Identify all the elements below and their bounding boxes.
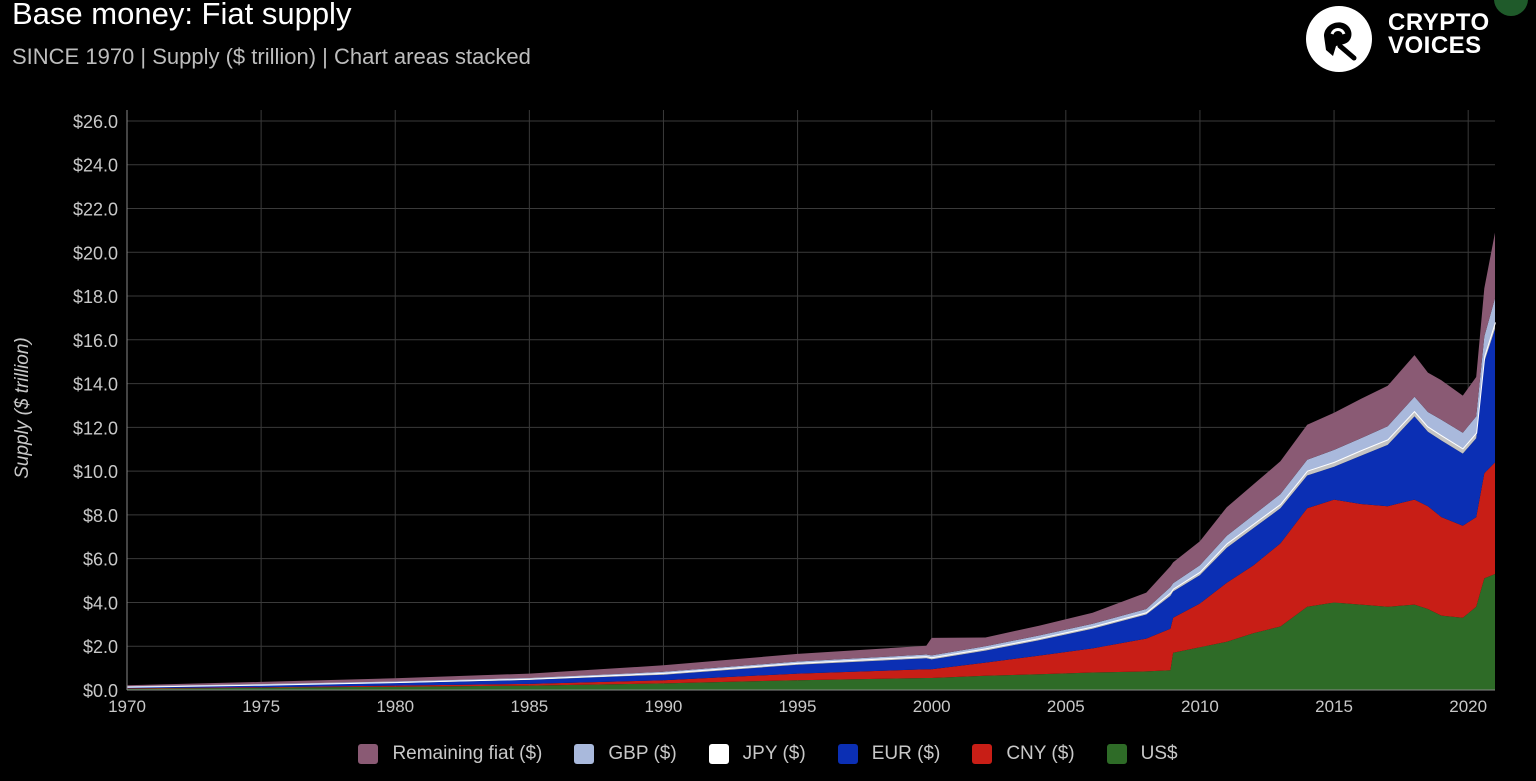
y-tick-label: $14.0: [73, 375, 118, 395]
legend-label: CNY ($): [1006, 743, 1075, 764]
chart-axes: $0.0 $2.0 $4.0 $6.0 $8.0 $10.0 $12.0 $14.0 $16.0…: [73, 110, 1495, 716]
x-tick-label: 2000: [913, 697, 951, 716]
legend-label: JPY ($): [742, 743, 806, 764]
y-tick-label: $18.0: [73, 287, 118, 307]
x-tick-label: 1985: [510, 697, 548, 716]
legend-item[interactable]: US$: [1106, 743, 1178, 765]
legend-swatch: [358, 744, 379, 764]
y-tick-label: $10.0: [73, 462, 118, 482]
y-tick-label: $12.0: [73, 418, 118, 438]
y-axis-label: Supply ($ trillion): [12, 337, 33, 479]
y-tick-label: $16.0: [73, 331, 118, 351]
x-tick-label: 1980: [376, 697, 414, 716]
logo-wordmark: CRYPTO VOICES: [1388, 9, 1490, 59]
y-tick-label: $0.0: [83, 681, 118, 701]
legend-label: EUR ($): [871, 743, 941, 764]
x-tick-label: 2020: [1449, 697, 1487, 716]
x-tick-label: 1975: [242, 697, 280, 716]
chart-legend: Remaining fiat ($) GBP ($) JPY ($) EUR ($) C…: [0, 740, 1536, 768]
legend-item[interactable]: JPY ($): [708, 743, 806, 765]
chart-subtitle: SINCE 1970 | Supply ($ trillion) | Chart…: [12, 44, 531, 69]
y-tick-label: $2.0: [83, 637, 118, 657]
y-tick-label: $26.0: [73, 112, 118, 132]
x-tick-label: 2015: [1315, 697, 1353, 716]
legend-swatch: [1106, 744, 1127, 764]
y-tick-label: $8.0: [83, 506, 118, 526]
y-tick-label: $4.0: [83, 593, 118, 613]
y-tick-label: $24.0: [73, 156, 118, 176]
legend-label: GBP ($): [608, 743, 677, 764]
x-tick-label: 2005: [1047, 697, 1085, 716]
brand-logo: CRYPTO VOICES: [1306, 6, 1506, 74]
legend-swatch: [708, 744, 729, 764]
legend-swatch: [574, 744, 595, 764]
legend-swatch: [972, 744, 993, 764]
chart-areas: [126, 232, 1496, 690]
legend-swatch: [837, 744, 858, 764]
y-tick-label: $22.0: [73, 199, 118, 219]
legend-label: US$: [1140, 743, 1178, 764]
legend-item[interactable]: CNY ($): [972, 743, 1075, 765]
logo-line-1: CRYPTO: [1388, 9, 1490, 36]
x-tick-label: 1995: [779, 697, 817, 716]
x-tick-label: 1970: [108, 697, 146, 716]
legend-label: Remaining fiat ($): [392, 743, 543, 764]
y-tick-label: $20.0: [73, 243, 118, 263]
series-area-us: [127, 574, 1495, 690]
corner-badge[interactable]: [1494, 0, 1528, 16]
y-tick-label: $6.0: [83, 550, 118, 570]
logo-line-2: VOICES: [1388, 32, 1482, 59]
chart-title: Base money: Fiat supply: [12, 0, 352, 31]
legend-item[interactable]: Remaining fiat ($): [358, 743, 542, 765]
legend-item[interactable]: GBP ($): [574, 743, 677, 765]
legend-item[interactable]: EUR ($): [837, 743, 941, 765]
x-tick-label: 1990: [645, 697, 683, 716]
crypto-voices-logo-icon: [1306, 6, 1372, 72]
x-tick-label: 2010: [1181, 697, 1219, 716]
